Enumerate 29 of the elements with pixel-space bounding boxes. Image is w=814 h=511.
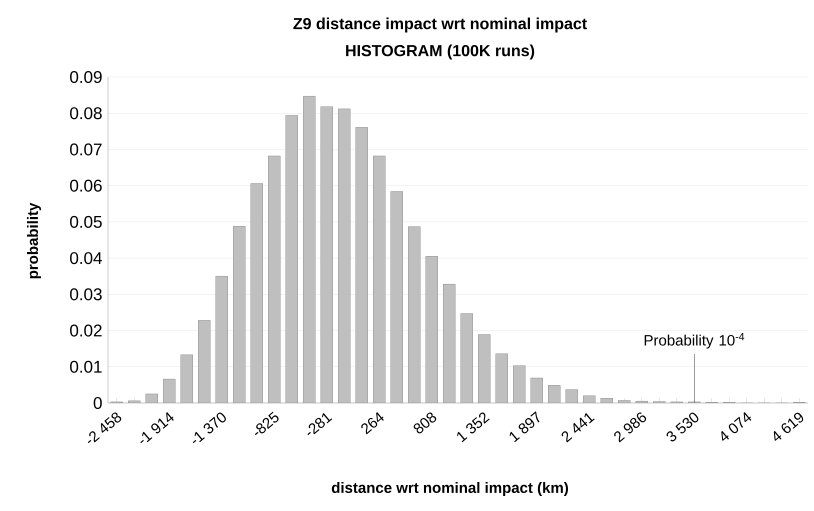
x-tick-label: 2 441 [562, 412, 595, 442]
y-tick-label: 0.07 [70, 143, 102, 156]
y-tick-label: 0.08 [70, 107, 102, 120]
y-tick-label: 0.03 [70, 288, 102, 300]
x-tick-label: 1 352 [457, 412, 490, 442]
x-tick-label: 4 619 [774, 412, 804, 441]
x-tick-label: -281 [307, 412, 332, 436]
y-axis-title: probability [27, 202, 41, 278]
y-tick-label: 0 [94, 396, 102, 410]
x-tick-label: -1 914 [140, 412, 174, 444]
x-tick-label: 3 530 [666, 412, 698, 442]
x-tick-label: -825 [254, 412, 279, 436]
annotation: Probability 10$^{-4}$ [644, 333, 744, 349]
x-tick-label: 1 897 [510, 411, 540, 442]
chart-title: Z9 distance impact wrt nominal impact [293, 18, 587, 32]
x-axis-title: distance wrt nominal impact (km) [332, 482, 568, 496]
x-tick-label: 2 986 [614, 412, 646, 442]
y-tick-label: 0.06 [70, 180, 102, 192]
y-tick-label: 0.02 [70, 324, 102, 337]
y-tick-label: 0.09 [70, 70, 102, 84]
x-tick-label: 264 [361, 412, 384, 434]
y-tick-label: 0.01 [70, 360, 102, 373]
x-tick-label: 808 [414, 412, 436, 434]
x-tick-label: 4 074 [721, 412, 752, 441]
x-tick-label: -2 458 [88, 412, 122, 444]
y-tick-label: 0.04 [70, 252, 102, 264]
y-tick-label: 0.05 [70, 216, 102, 228]
x-tick-label: -1 370 [192, 412, 226, 444]
chart-subtitle: HISTOGRAM (100K runs) [346, 44, 534, 60]
